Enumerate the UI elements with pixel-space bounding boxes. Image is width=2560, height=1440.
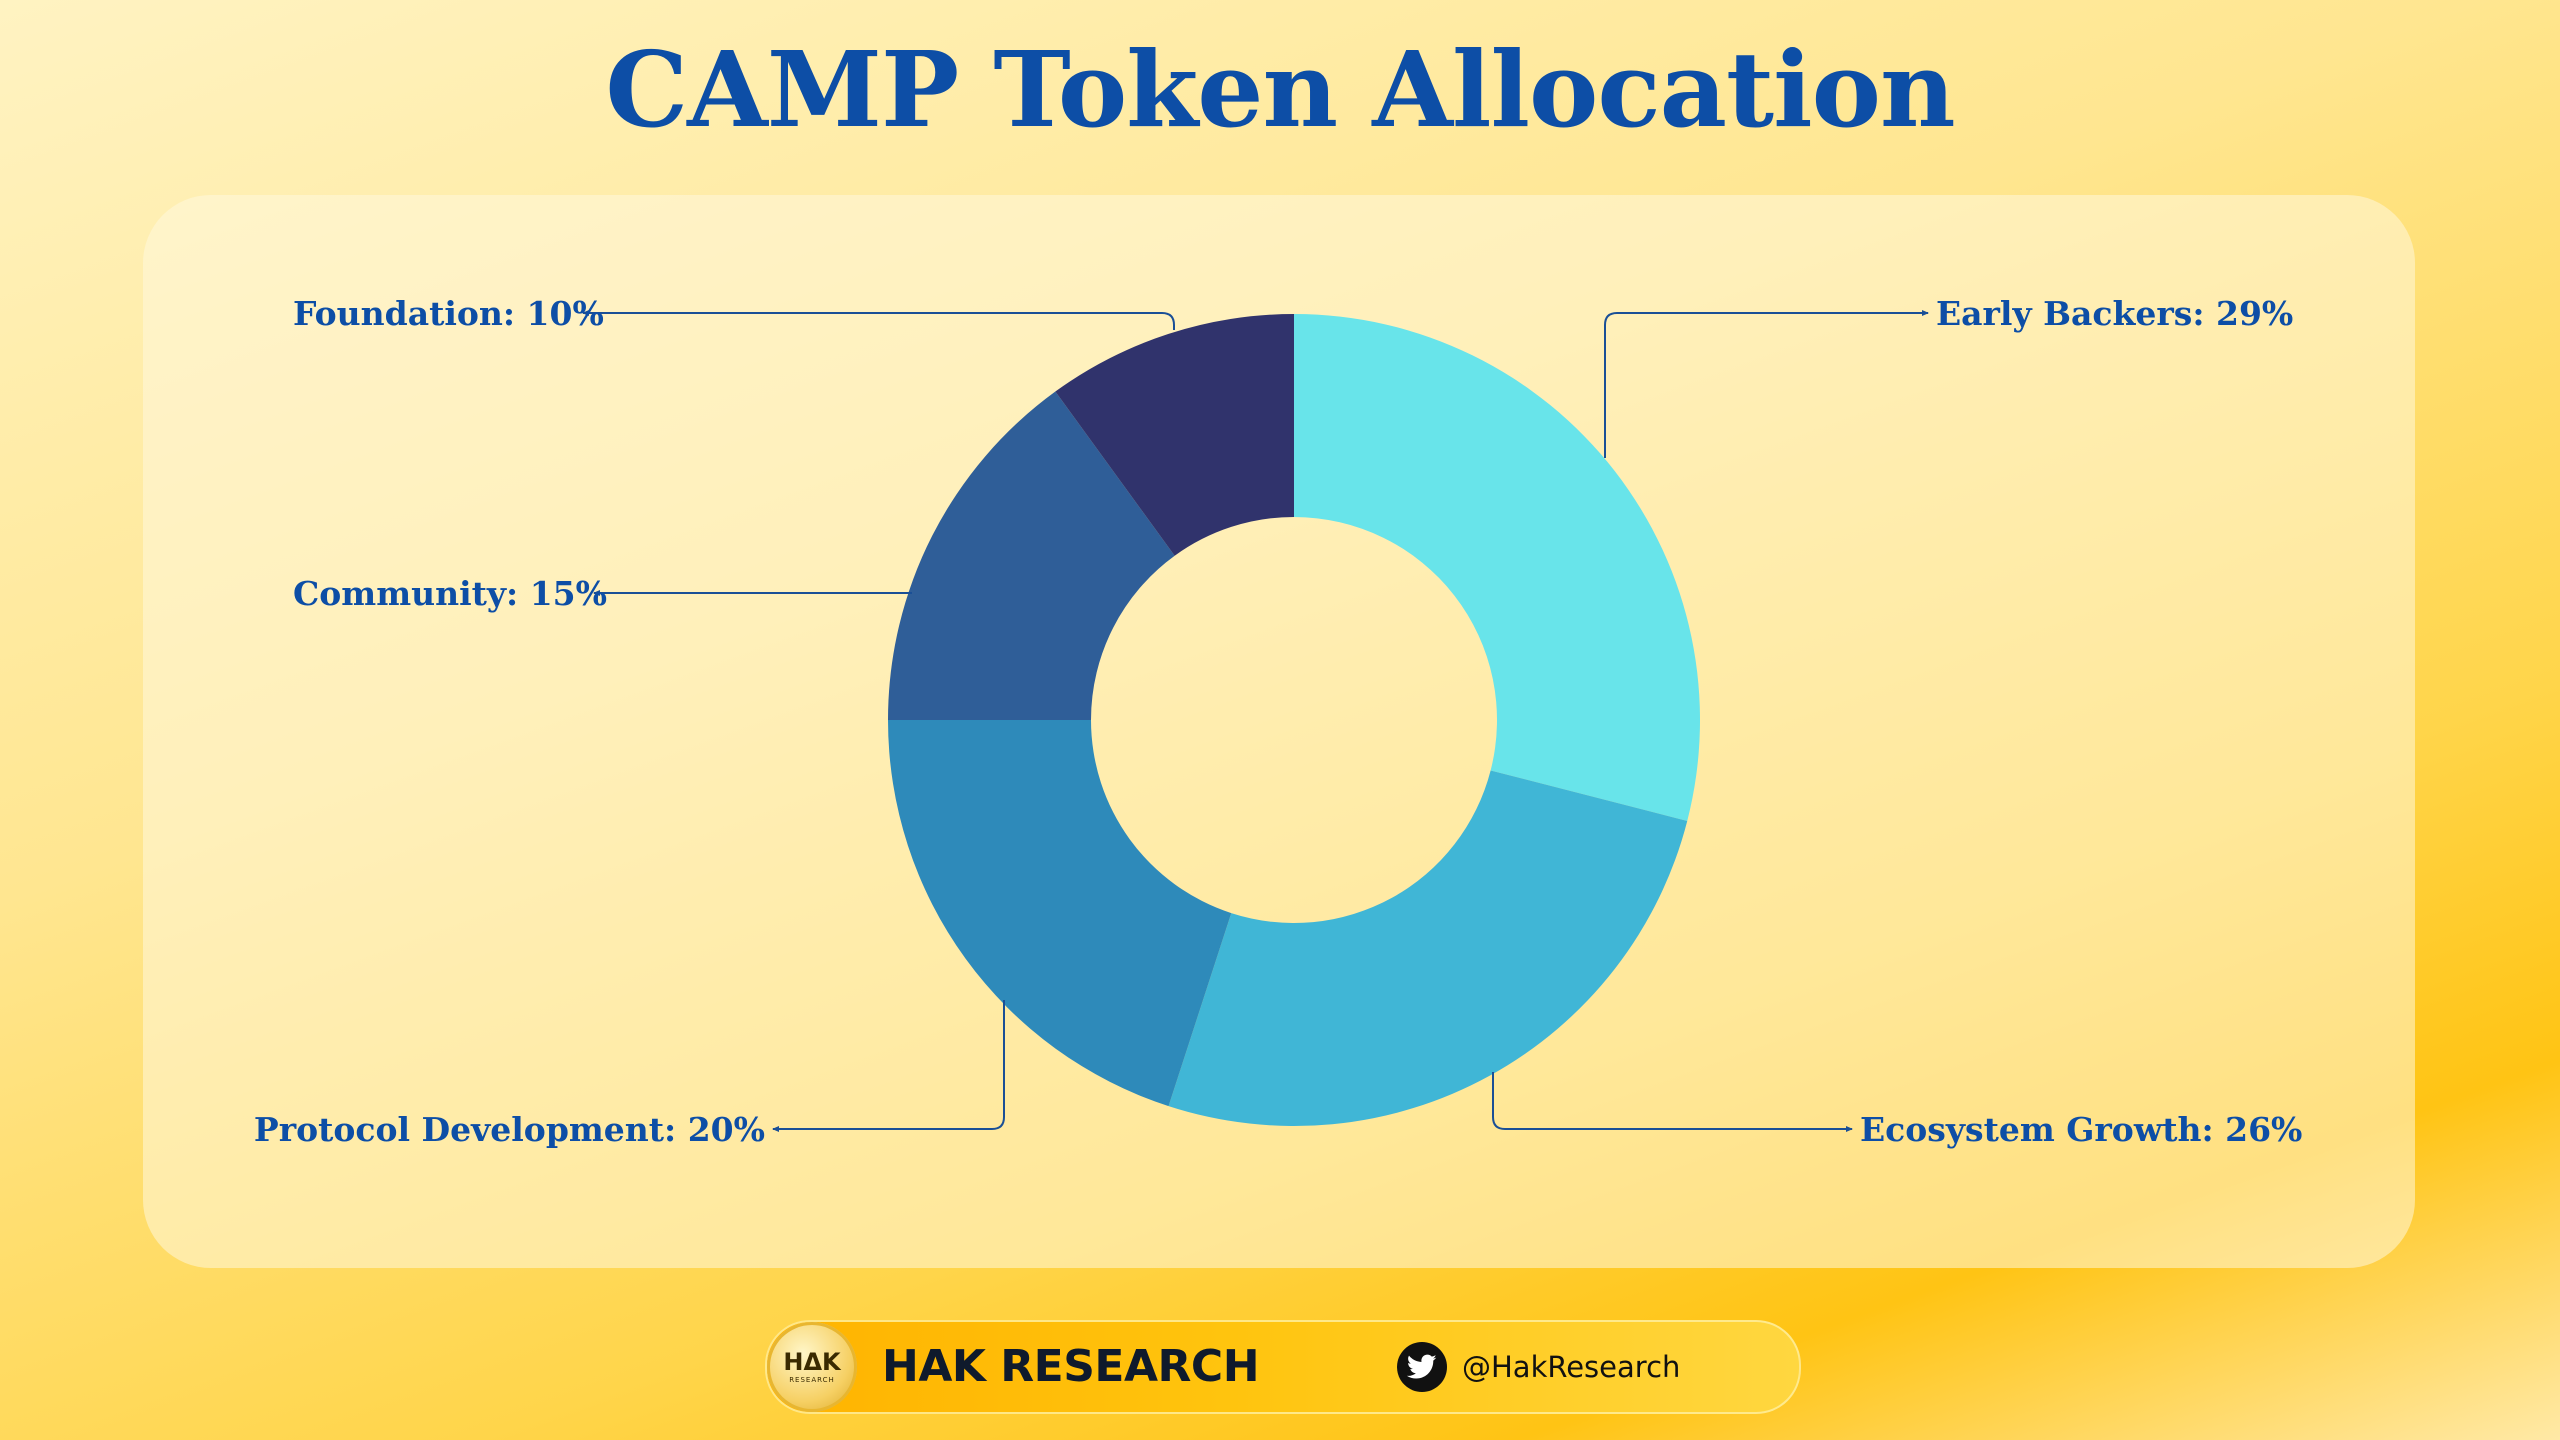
slice-early-backers [1294, 314, 1700, 821]
brand-name: HAK RESEARCH [882, 1341, 1260, 1392]
slice-protocol-development [888, 720, 1232, 1107]
leader-line-early-backers [1604, 310, 1929, 458]
label-foundation: Foundation: 10% [293, 294, 604, 333]
twitter-bird-icon[interactable] [1397, 1342, 1447, 1392]
leader-lines [582, 310, 1929, 1132]
logo-mark: HΔK [783, 1348, 841, 1376]
leader-line-ecosystem-growth [1492, 1072, 1853, 1132]
slice-community [888, 391, 1175, 720]
slice-foundation [1055, 314, 1294, 556]
donut-slices [888, 314, 1700, 1126]
label-early-backers: Early Backers: 29% [1936, 294, 2293, 333]
leader-line-foundation [582, 310, 1175, 330]
slice-labels: Early Backers: 29% Ecosystem Growth: 26%… [254, 294, 2303, 1149]
chart-title: CAMP Token Allocation [605, 28, 1955, 151]
label-ecosystem-growth: Ecosystem Growth: 26% [1860, 1110, 2302, 1149]
logo-subtext: RESEARCH [789, 1376, 835, 1384]
label-protocol-development: Protocol Development: 20% [254, 1110, 765, 1149]
leader-line-protocol-development [772, 1000, 1005, 1132]
footer-banner: HΔK RESEARCH HAK RESEARCH @HakResearch [765, 1320, 1801, 1414]
slice-ecosystem-growth [1168, 770, 1688, 1126]
twitter-handle[interactable]: @HakResearch [1462, 1350, 1681, 1384]
label-community: Community: 15% [293, 574, 607, 613]
hak-research-logo: HΔK RESEARCH [767, 1322, 857, 1412]
